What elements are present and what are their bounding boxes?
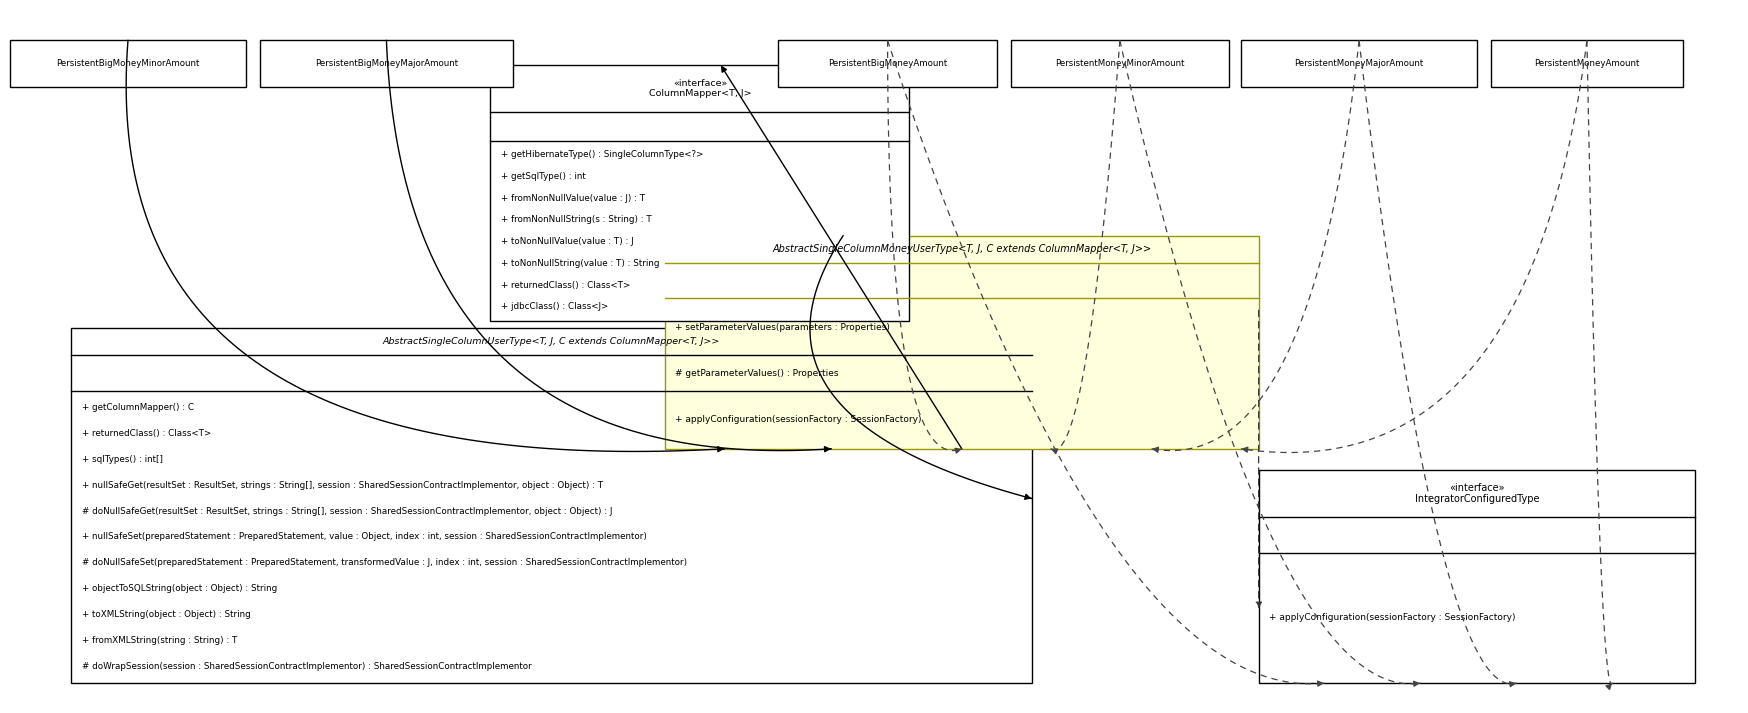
Text: PersistentMoneyAmount: PersistentMoneyAmount bbox=[1533, 59, 1638, 68]
Bar bbox=[1489, 41, 1682, 86]
Text: # doNullSafeSet(preparedStatement : PreparedStatement, transformedValue : J, ind: # doNullSafeSet(preparedStatement : Prep… bbox=[82, 558, 687, 568]
Text: PersistentMoneyMinorAmount: PersistentMoneyMinorAmount bbox=[1054, 59, 1183, 68]
Bar bbox=[778, 41, 996, 86]
Text: PersistentBigMoneyAmount: PersistentBigMoneyAmount bbox=[827, 59, 947, 68]
Bar bbox=[489, 66, 909, 321]
Text: AbstractSingleColumnUserType<T, J, C extends ColumnMapper<T, J>>: AbstractSingleColumnUserType<T, J, C ext… bbox=[383, 337, 720, 346]
Text: # doNullSafeGet(resultSet : ResultSet, strings : String[], session : SharedSessi: # doNullSafeGet(resultSet : ResultSet, s… bbox=[82, 506, 612, 515]
Text: «interface»
IntegratorConfiguredType: «interface» IntegratorConfiguredType bbox=[1414, 483, 1538, 504]
Text: + setParameterValues(parameters : Properties): + setParameterValues(parameters : Proper… bbox=[675, 324, 890, 332]
Text: + nullSafeSet(preparedStatement : PreparedStatement, value : Object, index : int: + nullSafeSet(preparedStatement : Prepar… bbox=[82, 533, 647, 541]
Text: PersistentMoneyMajorAmount: PersistentMoneyMajorAmount bbox=[1294, 59, 1423, 68]
Bar bbox=[1241, 41, 1475, 86]
Text: AbstractSingleColumnMoneyUserType<T, J, C extends ColumnMapper<T, J>>: AbstractSingleColumnMoneyUserType<T, J, … bbox=[773, 245, 1150, 255]
Text: + fromXMLString(string : String) : T: + fromXMLString(string : String) : T bbox=[82, 636, 238, 645]
Text: + toXMLString(object : Object) : String: + toXMLString(object : Object) : String bbox=[82, 610, 250, 619]
Text: + sqlTypes() : int[]: + sqlTypes() : int[] bbox=[82, 455, 163, 463]
Bar bbox=[1010, 41, 1229, 86]
Text: + getSqlType() : int: + getSqlType() : int bbox=[500, 172, 586, 181]
Text: # getParameterValues() : Properties: # getParameterValues() : Properties bbox=[675, 369, 839, 378]
Text: PersistentBigMoneyMinorAmount: PersistentBigMoneyMinorAmount bbox=[56, 59, 199, 68]
Text: + toNonNullValue(value : T) : J: + toNonNullValue(value : T) : J bbox=[500, 237, 633, 246]
Text: «interface»
ColumnMapper<T, J>: «interface» ColumnMapper<T, J> bbox=[649, 79, 750, 98]
Text: + applyConfiguration(sessionFactory : SessionFactory): + applyConfiguration(sessionFactory : Se… bbox=[1269, 613, 1516, 622]
Text: + objectToSQLString(object : Object) : String: + objectToSQLString(object : Object) : S… bbox=[82, 584, 276, 593]
Text: + getColumnMapper() : C: + getColumnMapper() : C bbox=[82, 403, 194, 412]
Text: + fromNonNullValue(value : J) : T: + fromNonNullValue(value : J) : T bbox=[500, 194, 645, 202]
Text: + returnedClass() : Class<T>: + returnedClass() : Class<T> bbox=[500, 281, 629, 289]
Bar bbox=[664, 236, 1259, 448]
Text: + getHibernateType() : SingleColumnType<?>: + getHibernateType() : SingleColumnType<… bbox=[500, 150, 703, 159]
Bar bbox=[72, 328, 1031, 683]
Bar bbox=[1259, 470, 1694, 683]
Text: + jdbcClass() : Class<J>: + jdbcClass() : Class<J> bbox=[500, 302, 608, 312]
Text: + applyConfiguration(sessionFactory : SessionFactory): + applyConfiguration(sessionFactory : Se… bbox=[675, 415, 921, 424]
Text: + toNonNullString(value : T) : String: + toNonNullString(value : T) : String bbox=[500, 259, 659, 268]
Text: PersistentBigMoneyMajorAmount: PersistentBigMoneyMajorAmount bbox=[315, 59, 458, 68]
Text: # doWrapSession(session : SharedSessionContractImplementor) : SharedSessionContr: # doWrapSession(session : SharedSessionC… bbox=[82, 662, 531, 671]
Bar bbox=[10, 41, 246, 86]
Text: + fromNonNullString(s : String) : T: + fromNonNullString(s : String) : T bbox=[500, 215, 652, 225]
Bar bbox=[260, 41, 512, 86]
Text: + nullSafeGet(resultSet : ResultSet, strings : String[], session : SharedSession: + nullSafeGet(resultSet : ResultSet, str… bbox=[82, 481, 603, 490]
Text: + returnedClass() : Class<T>: + returnedClass() : Class<T> bbox=[82, 429, 212, 438]
